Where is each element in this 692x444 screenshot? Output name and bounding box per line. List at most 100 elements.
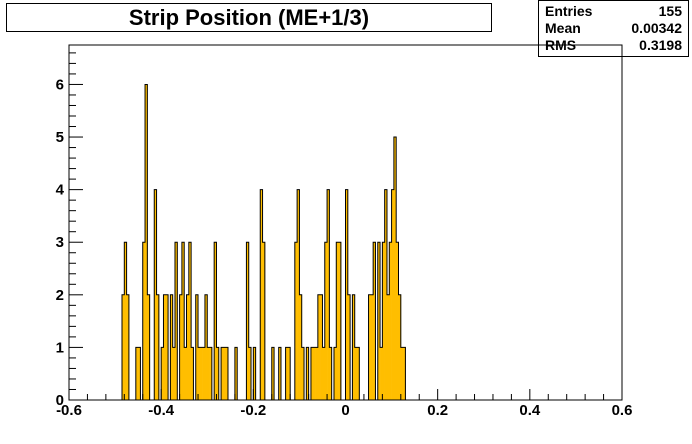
histogram-bin (221, 347, 224, 400)
histogram-bin (191, 347, 194, 400)
histogram-bin (400, 347, 404, 400)
histogram-outline (121, 83, 406, 401)
histogram-bin (204, 294, 208, 400)
histogram-bin (147, 294, 150, 400)
histogram-bin (317, 294, 321, 400)
histogram-bin (188, 242, 192, 400)
x-axis: -0.6 -0.4 -0.2 0 0.2 0.4 0.6 (56, 389, 632, 419)
histogram-bin (246, 242, 250, 400)
histogram-bin (253, 347, 256, 400)
histogram-bin (202, 347, 206, 400)
stats-row-rms: RMS 0.3198 (545, 37, 682, 54)
histogram-bin (345, 189, 349, 400)
histogram-bin (195, 294, 199, 400)
histogram-bin (382, 242, 385, 400)
histogram-bin (124, 242, 127, 400)
x-tick-label: 0 (341, 402, 349, 419)
histogram-bars (122, 84, 406, 401)
histogram-bin (262, 242, 266, 400)
histogram-bin (207, 347, 210, 400)
histogram-bin (179, 294, 183, 400)
histogram-bin (294, 242, 298, 400)
histogram-bin (165, 294, 169, 400)
histogram-bin (338, 242, 342, 400)
histogram-bin (313, 347, 316, 400)
histogram-bin (234, 347, 238, 400)
histogram-bin (156, 294, 160, 400)
histogram-bin (324, 242, 328, 400)
histogram-bin (396, 242, 399, 400)
histogram-bin (184, 347, 187, 400)
histogram-bin (380, 347, 383, 400)
histogram-bin (285, 347, 289, 400)
histogram-bin (154, 189, 157, 400)
histogram-bin (368, 294, 372, 400)
histogram-bin (377, 242, 381, 400)
histogram-bin (299, 294, 303, 400)
histogram-bin (391, 189, 395, 400)
histogram-bin (333, 347, 337, 400)
y-tick-label: 5 (56, 129, 64, 146)
y-tick-label: 0 (56, 392, 64, 409)
rms-value: 0.3198 (639, 37, 682, 53)
histogram-bin (174, 242, 178, 400)
mean-value: 0.00342 (631, 20, 682, 36)
histogram-bin (322, 347, 326, 400)
histogram-bin (327, 189, 330, 400)
stats-row-mean: Mean 0.00342 (545, 20, 682, 37)
histogram-bin (306, 347, 309, 400)
histogram-bin (278, 347, 282, 400)
x-tick-label: -0.4 (148, 402, 175, 419)
histogram-bin (370, 294, 374, 400)
histogram-bin (287, 347, 291, 400)
histogram-bin (354, 347, 358, 400)
y-tick-label: 2 (56, 287, 64, 304)
histogram-bin (209, 347, 213, 400)
y-tick-label: 3 (56, 234, 64, 251)
histogram-bin (163, 294, 167, 400)
entries-label: Entries (545, 3, 593, 19)
histogram-bin (393, 137, 397, 401)
x-tick-label: 0.2 (427, 402, 448, 419)
histogram-bin (225, 347, 229, 400)
y-tick-label: 6 (56, 76, 64, 93)
title-box: Strip Position (ME+1/3) (6, 3, 492, 32)
histogram-bin (386, 294, 390, 400)
histogram-bin (310, 347, 314, 400)
histogram-bin (170, 294, 173, 400)
histogram-bin (357, 347, 360, 400)
histogram-bin (320, 294, 323, 400)
chart-title: Strip Position (ME+1/3) (128, 4, 370, 30)
histogram-bin (260, 189, 263, 400)
x-tick-label: 0.6 (612, 402, 633, 419)
histogram-bin (384, 189, 388, 400)
histogram-bin (138, 347, 141, 400)
histogram-bin (403, 347, 406, 400)
histogram-bin (145, 84, 148, 400)
histogram-bin (126, 294, 130, 400)
histogram-bin (223, 347, 226, 400)
stats-box: Entries 155 Mean 0.00342 RMS 0.3198 (538, 0, 689, 57)
histogram-bin (214, 242, 217, 400)
stats-row-entries: Entries 155 (545, 3, 682, 20)
x-tick-label: -0.2 (240, 402, 266, 419)
histogram-bin (336, 242, 339, 400)
histogram-bin (200, 347, 203, 400)
histogram-bin (373, 242, 376, 400)
histogram-bin (161, 347, 164, 400)
mean-label: Mean (545, 20, 581, 36)
histogram-bin (122, 294, 125, 400)
histogram-bin (301, 347, 305, 400)
x-tick-label: 0.4 (519, 402, 541, 419)
histogram-bin (398, 294, 402, 400)
histogram-bin (248, 347, 252, 400)
histogram-bin (389, 242, 392, 400)
histogram-bin (271, 347, 275, 400)
histogram-bin (216, 347, 220, 400)
histogram-bin (172, 347, 176, 400)
histogram-bin (329, 347, 332, 400)
histogram-bin (135, 347, 139, 400)
entries-value: 155 (658, 3, 682, 19)
histogram-bin (198, 347, 201, 400)
